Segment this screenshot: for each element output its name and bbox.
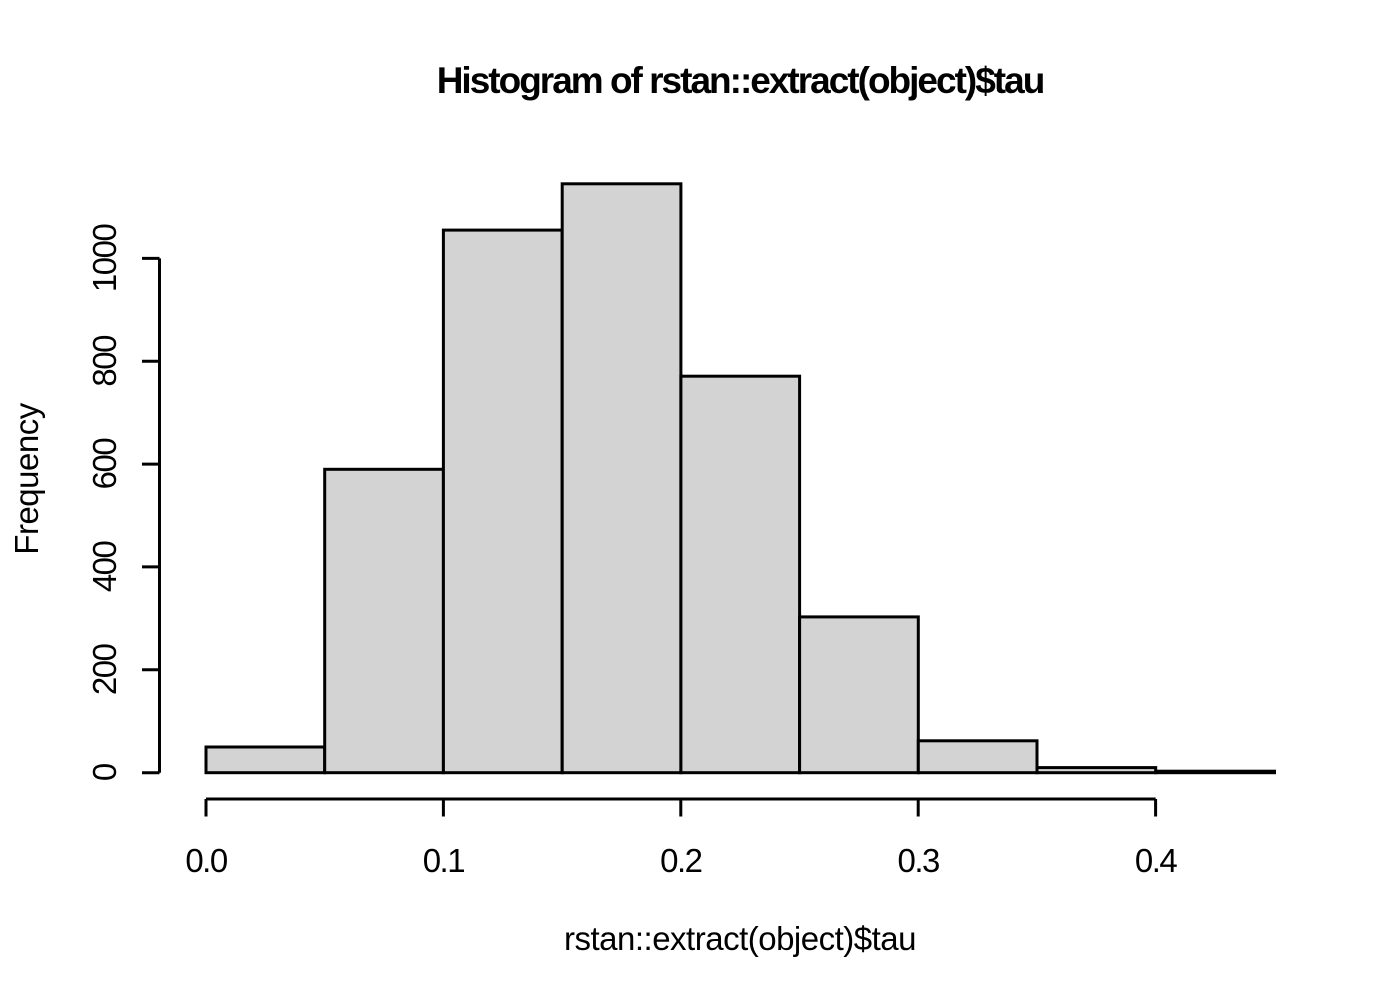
x-tick-label-0.2: 0.2 bbox=[660, 842, 702, 879]
chart-title: Histogram of rstan::extract(object)$tau bbox=[437, 60, 1044, 101]
x-axis-title: rstan::extract(object)$tau bbox=[564, 920, 916, 957]
histogram-bar bbox=[1154, 769, 1277, 775]
y-tick-label-0: 0 bbox=[86, 763, 123, 781]
y-axis-title: Frequency bbox=[8, 402, 45, 554]
y-axis bbox=[142, 256, 161, 775]
x-axis bbox=[204, 797, 1158, 817]
histogram-bar bbox=[679, 374, 802, 775]
x-tick-labels: 0.0 0.1 0.2 0.3 0.4 bbox=[185, 842, 1179, 879]
bars-group bbox=[204, 182, 1277, 775]
y-tick-label-400: 400 bbox=[86, 540, 123, 592]
y-tick-label-1000: 1000 bbox=[86, 224, 123, 293]
y-tick-label-600: 600 bbox=[86, 438, 123, 490]
x-tick-label-0.3: 0.3 bbox=[898, 842, 940, 879]
histogram-bar bbox=[798, 615, 920, 775]
x-tick-label-0.4: 0.4 bbox=[1135, 842, 1178, 879]
y-tick-label-800: 800 bbox=[86, 335, 123, 387]
x-tick-label-0.1: 0.1 bbox=[423, 842, 465, 879]
x-tick-label-0.0: 0.0 bbox=[185, 842, 228, 879]
histogram-bar bbox=[323, 467, 445, 775]
histogram-bar bbox=[916, 739, 1039, 775]
y-tick-label-200: 200 bbox=[86, 643, 123, 695]
y-tick-labels: 0 200 400 600 800 1000 bbox=[86, 224, 123, 782]
histogram-bar bbox=[441, 228, 564, 775]
histogram-bar bbox=[1035, 766, 1158, 775]
histogram-bar bbox=[204, 745, 327, 775]
histogram-bar bbox=[560, 182, 683, 775]
